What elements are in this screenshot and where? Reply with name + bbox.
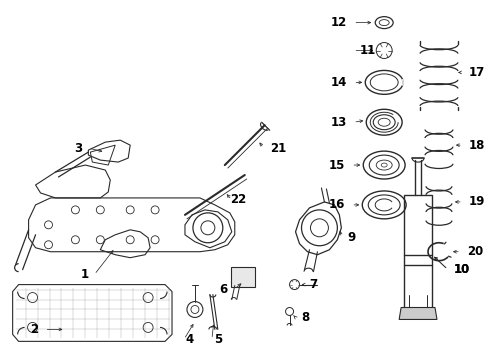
Text: 6: 6: [219, 283, 227, 296]
Text: 3: 3: [74, 141, 82, 155]
Text: 20: 20: [466, 245, 482, 258]
Text: 13: 13: [330, 116, 346, 129]
Polygon shape: [398, 307, 436, 319]
FancyBboxPatch shape: [230, 267, 254, 287]
Text: 15: 15: [328, 158, 345, 172]
Text: 9: 9: [346, 231, 355, 244]
Text: 14: 14: [330, 76, 346, 89]
Text: 21: 21: [269, 141, 285, 155]
Text: 17: 17: [468, 66, 484, 79]
Text: 11: 11: [359, 44, 375, 57]
Text: 7: 7: [309, 278, 317, 291]
Text: 8: 8: [301, 311, 309, 324]
Text: 10: 10: [453, 263, 469, 276]
Text: 2: 2: [30, 323, 39, 336]
Text: 18: 18: [468, 139, 484, 152]
Text: 19: 19: [468, 195, 484, 208]
Text: 16: 16: [328, 198, 345, 211]
Text: 12: 12: [330, 16, 346, 29]
Text: 10: 10: [453, 263, 469, 276]
Text: 1: 1: [80, 268, 88, 281]
Text: 4: 4: [185, 333, 194, 346]
Text: 5: 5: [213, 333, 222, 346]
Text: 22: 22: [229, 193, 245, 206]
